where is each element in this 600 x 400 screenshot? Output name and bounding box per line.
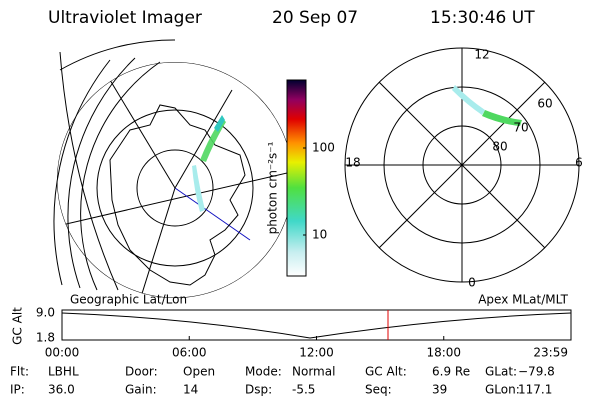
mlt-label: 18 bbox=[345, 156, 360, 170]
footer-value: LBHL bbox=[48, 365, 79, 379]
timeline-x-label: 00:00 bbox=[45, 346, 80, 360]
footer-value: 117.1 bbox=[518, 383, 552, 397]
timeline-y-label: 1.8 bbox=[36, 331, 55, 345]
mlt-label: 0 bbox=[468, 276, 476, 290]
footer-label: GLon: bbox=[485, 383, 520, 397]
footer-value: −79.8 bbox=[518, 365, 555, 379]
colorbar-tick-label: 100 bbox=[312, 141, 335, 155]
mlt-label: 6 bbox=[575, 156, 583, 170]
geographic-map bbox=[53, 39, 293, 298]
timeline-left-title: Geographic Lat/Lon bbox=[70, 293, 187, 307]
colorbar-unit: photon cm⁻²s⁻¹ bbox=[266, 141, 280, 234]
footer-value: 39 bbox=[432, 383, 447, 397]
footer-label: Gain: bbox=[125, 383, 157, 397]
footer-label: Dsp: bbox=[245, 383, 272, 397]
date: 20 Sep 07 bbox=[272, 8, 358, 28]
mlt-label: 12 bbox=[474, 48, 489, 62]
footer-value: Open bbox=[183, 365, 215, 379]
timeline-x-label: 18:00 bbox=[426, 346, 461, 360]
colorbar-tick-label: 10 bbox=[312, 228, 327, 242]
footer-label: GLat: bbox=[485, 365, 517, 379]
footer-value: 14 bbox=[183, 383, 198, 397]
timeline-right-title: Apex MLat/MLT bbox=[478, 293, 568, 307]
footer-label: IP: bbox=[10, 383, 25, 397]
timeline-y-label: 9.0 bbox=[36, 306, 55, 320]
time: 15:30:46 UT bbox=[430, 8, 535, 28]
timeline-x-label: 12:00 bbox=[299, 346, 334, 360]
lat-label: 80 bbox=[492, 140, 507, 154]
colorbar bbox=[286, 79, 307, 277]
footer-label: GC Alt: bbox=[365, 365, 407, 379]
footer-value: 6.9 Re bbox=[432, 365, 470, 379]
footer-value: 36.0 bbox=[48, 383, 75, 397]
lat-label: 60 bbox=[537, 97, 552, 111]
footer-label: Seq: bbox=[365, 383, 392, 397]
polar-plot bbox=[344, 47, 580, 283]
timeline-x-label: 23:59 bbox=[533, 346, 568, 360]
footer-label: Mode: bbox=[245, 365, 282, 379]
footer-value: -5.5 bbox=[292, 383, 315, 397]
timeline-x-label: 06:00 bbox=[172, 346, 207, 360]
lat-label: 70 bbox=[513, 121, 528, 135]
title: Ultraviolet Imager bbox=[48, 8, 202, 28]
footer-label: Door: bbox=[125, 365, 158, 379]
footer-label: Flt: bbox=[10, 365, 29, 379]
timeline-axis-title: GC Alt bbox=[11, 307, 25, 345]
altitude-curve bbox=[61, 312, 572, 339]
footer-value: Normal bbox=[292, 365, 335, 379]
